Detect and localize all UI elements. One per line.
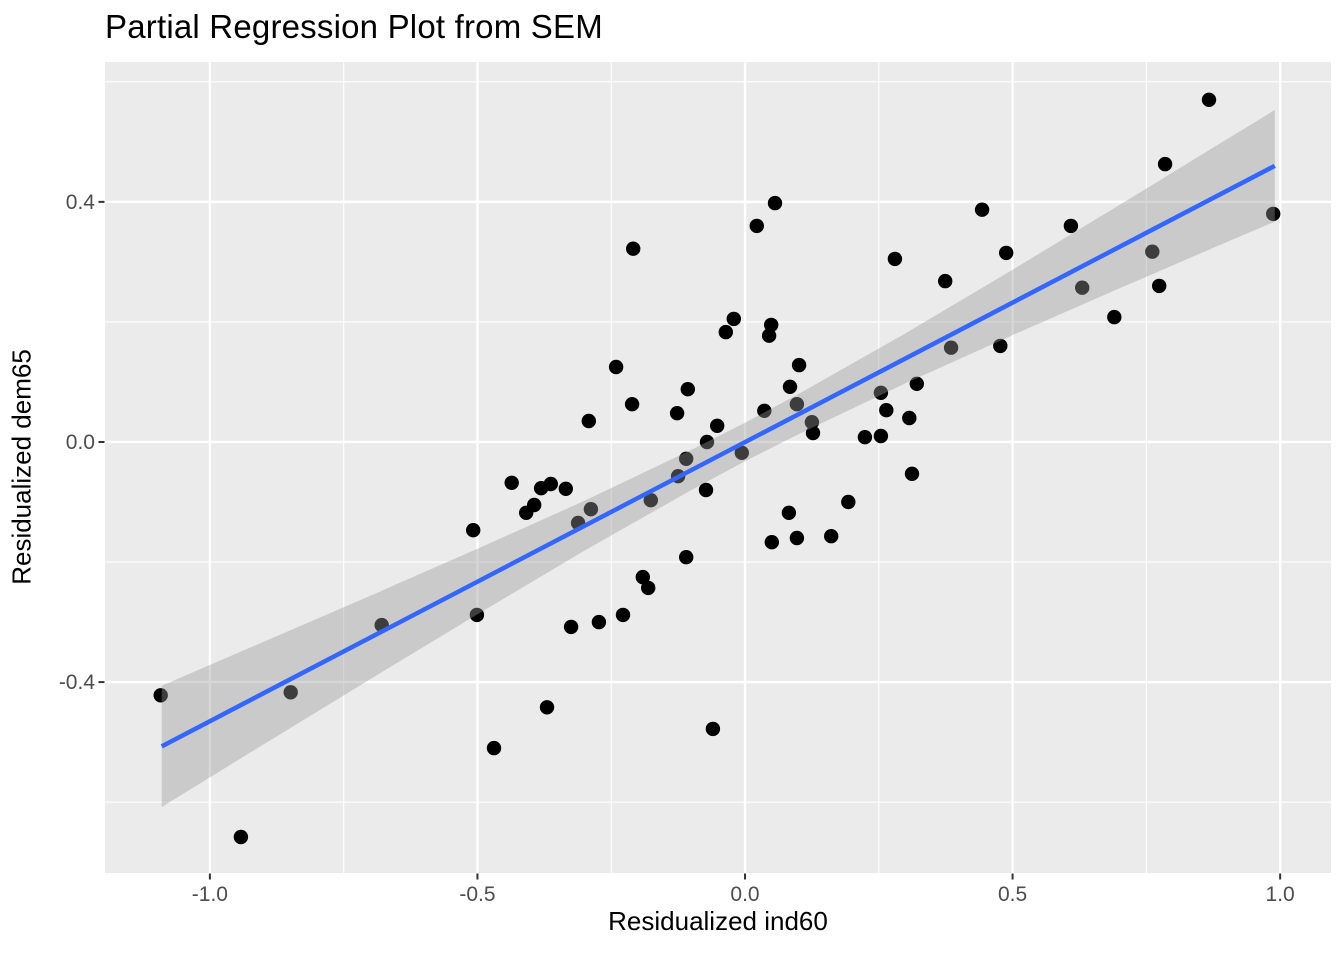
data-point bbox=[804, 415, 820, 430]
data-point bbox=[1152, 278, 1167, 294]
data-point bbox=[791, 357, 807, 373]
data-point bbox=[887, 251, 903, 267]
data-point bbox=[764, 317, 779, 333]
data-point bbox=[1201, 92, 1217, 108]
x-axis-tick-label: -1.0 bbox=[192, 883, 228, 906]
data-point bbox=[539, 700, 555, 715]
data-point bbox=[1145, 244, 1160, 259]
data-point bbox=[873, 428, 889, 444]
data-point bbox=[782, 379, 798, 394]
data-point bbox=[1266, 206, 1281, 222]
data-point bbox=[466, 523, 481, 538]
data-point bbox=[904, 466, 920, 481]
data-point bbox=[879, 403, 894, 418]
data-point bbox=[153, 688, 168, 703]
data-point bbox=[486, 740, 502, 756]
data-point bbox=[902, 410, 917, 426]
data-point bbox=[643, 493, 658, 508]
x-axis-tick-label: -0.5 bbox=[459, 883, 495, 906]
data-point bbox=[563, 619, 579, 635]
data-point bbox=[781, 505, 797, 520]
data-point bbox=[943, 340, 959, 355]
data-point bbox=[767, 195, 783, 211]
data-point bbox=[789, 530, 805, 546]
data-point bbox=[749, 218, 764, 234]
y-axis-tick-label: -0.4 bbox=[59, 671, 96, 694]
data-point bbox=[841, 494, 856, 510]
data-point bbox=[624, 397, 640, 412]
data-point bbox=[805, 425, 821, 441]
data-point bbox=[789, 397, 805, 412]
data-point bbox=[857, 430, 873, 445]
data-point bbox=[909, 376, 924, 391]
y-axis-tick-label: 0.4 bbox=[66, 191, 96, 214]
data-point bbox=[718, 324, 733, 340]
data-point bbox=[698, 482, 714, 498]
y-axis-title: Residualized dem65 bbox=[6, 349, 37, 585]
data-point bbox=[641, 580, 656, 596]
data-point bbox=[761, 328, 777, 343]
data-point bbox=[669, 406, 685, 421]
data-point bbox=[543, 476, 558, 492]
data-point bbox=[679, 550, 694, 565]
data-point bbox=[993, 338, 1008, 354]
data-point bbox=[626, 241, 641, 256]
x-axis-title: Residualized ind60 bbox=[608, 906, 828, 936]
chart-title: Partial Regression Plot from SEM bbox=[105, 8, 603, 45]
data-point bbox=[581, 413, 596, 429]
x-axis-tick-label: 0.5 bbox=[998, 883, 1027, 906]
data-point bbox=[699, 434, 715, 450]
data-point bbox=[734, 445, 749, 460]
data-point bbox=[974, 202, 990, 217]
data-point bbox=[757, 403, 772, 418]
data-point bbox=[873, 385, 889, 400]
data-point bbox=[558, 481, 573, 496]
data-point bbox=[469, 607, 485, 623]
data-point bbox=[710, 418, 725, 433]
data-point bbox=[615, 607, 631, 623]
data-point bbox=[591, 614, 607, 630]
data-point bbox=[1157, 156, 1173, 172]
data-point bbox=[680, 382, 695, 397]
data-point bbox=[764, 535, 779, 550]
data-point bbox=[726, 311, 741, 327]
plot-panel bbox=[105, 62, 1331, 873]
data-point bbox=[999, 245, 1014, 261]
data-point bbox=[679, 451, 694, 466]
data-point bbox=[1075, 280, 1090, 295]
data-point bbox=[583, 502, 599, 517]
data-point bbox=[504, 475, 519, 490]
x-axis-tick-label: 1.0 bbox=[1266, 883, 1295, 906]
data-point bbox=[283, 685, 298, 700]
data-point bbox=[233, 829, 249, 845]
data-point bbox=[1063, 218, 1079, 234]
y-axis-tick-label: 0.0 bbox=[66, 431, 95, 454]
data-point bbox=[635, 569, 650, 585]
data-point bbox=[1107, 309, 1122, 325]
data-point bbox=[824, 529, 839, 544]
data-point bbox=[705, 721, 721, 737]
regression-line bbox=[160, 163, 1276, 749]
data-point bbox=[527, 497, 542, 513]
data-point bbox=[608, 359, 624, 375]
data-point bbox=[938, 273, 953, 289]
x-axis-tick-label: 0.0 bbox=[730, 883, 759, 906]
